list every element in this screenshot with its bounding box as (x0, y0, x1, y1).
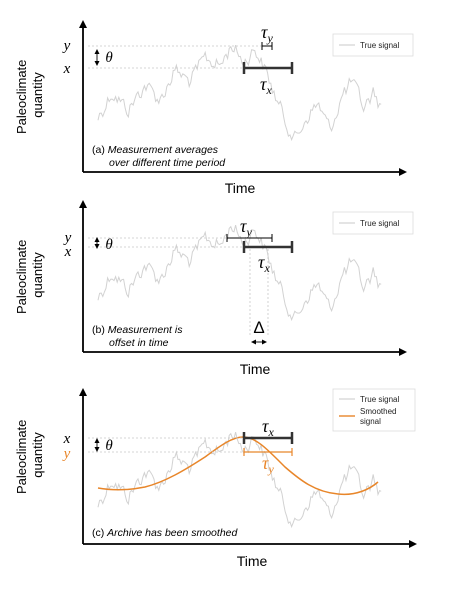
delta-symbol: Δ (253, 318, 264, 337)
y-axis-label: Paleoclimate quantity (14, 416, 45, 494)
theta-symbol: θ (105, 50, 113, 66)
tau-y-bar (243, 448, 293, 456)
legend: True signal (332, 211, 414, 235)
tau-x-bar (242, 241, 294, 253)
legend-true-signal-label: True signal (360, 219, 400, 228)
y-symbol: y (63, 230, 72, 246)
tau-x-symbol: τx (260, 74, 272, 97)
panel-caption: (b) Measurement is (92, 324, 183, 336)
tau-y-symbol: τy (261, 22, 273, 45)
theta-symbol: θ (105, 438, 113, 454)
x-axis-label: Time (225, 180, 256, 196)
y-axis-label: Paleoclimate quantity (14, 56, 45, 134)
panel-caption-line2: offset in time (109, 337, 169, 349)
tau-y-bar (261, 42, 273, 50)
true-signal-line (97, 224, 382, 322)
panel-caption: (a) Measurement averages (92, 144, 219, 156)
smoothed-signal-line (97, 436, 379, 496)
tau-x-bar (242, 432, 294, 444)
x-symbol: x (64, 244, 72, 260)
y-symbol: y (62, 446, 71, 462)
panel-b: Paleoclimate quantity Time y x θ τy τx Δ (14, 200, 414, 377)
true-signal-line (97, 431, 382, 529)
true-signal-line (97, 44, 382, 142)
tau-y-symbol: τy (240, 216, 252, 239)
legend-true-signal-label: True signal (360, 41, 400, 50)
panel-c: Paleoclimate quantity Time x y θ τx τy (14, 388, 417, 569)
panel-caption: (c) Archive has been smoothed (92, 527, 238, 539)
panel-caption-line2: over different time period (109, 157, 226, 169)
tau-x-symbol: τx (258, 252, 270, 275)
legend: True signal Smoothed signal (332, 388, 416, 432)
y-axis-label: Paleoclimate quantity (14, 236, 45, 314)
legend-smoothed-signal-label-line2: signal (360, 417, 381, 426)
tau-y-bar (226, 234, 273, 242)
tau-y-symbol: τy (262, 453, 274, 476)
legend-true-signal-label: True signal (360, 395, 400, 404)
y-symbol: y (62, 38, 71, 54)
panel-a: Paleoclimate quantity Time y x θ τy τx T… (14, 20, 414, 196)
x-axis-label: Time (237, 553, 268, 569)
legend-smoothed-signal-label: Smoothed (360, 407, 396, 416)
x-symbol: x (63, 431, 71, 447)
legend: True signal (332, 33, 414, 57)
tau-x-bar (242, 62, 294, 74)
tau-x-symbol: τx (262, 416, 274, 439)
x-axis-label: Time (240, 361, 271, 377)
x-symbol: x (63, 61, 71, 77)
theta-symbol: θ (105, 237, 113, 253)
